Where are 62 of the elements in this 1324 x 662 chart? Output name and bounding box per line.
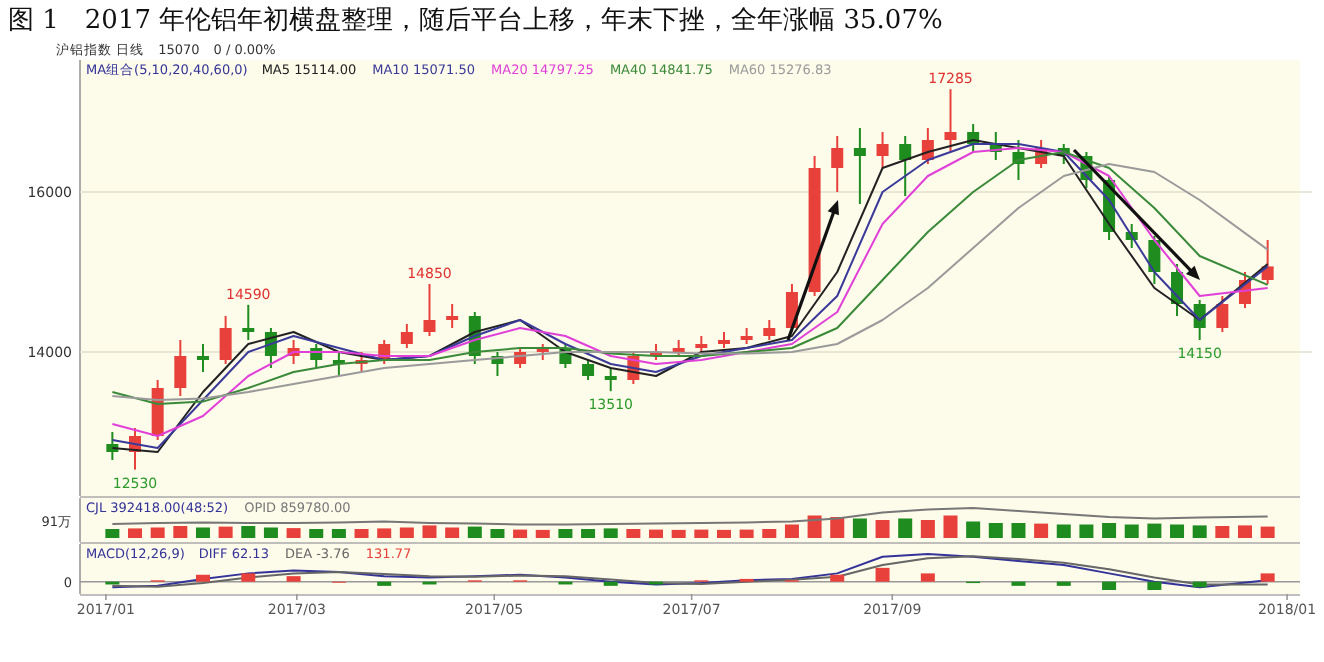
bar	[875, 520, 890, 538]
bar	[558, 529, 573, 538]
bar	[920, 573, 935, 582]
bar	[739, 529, 754, 538]
bar	[1011, 523, 1026, 538]
bar	[875, 567, 890, 582]
bar	[830, 517, 845, 538]
bar	[241, 573, 256, 582]
bar	[1192, 525, 1207, 538]
bar	[762, 529, 777, 538]
bar	[966, 521, 981, 538]
bar	[150, 527, 165, 538]
bar	[581, 529, 596, 538]
bar	[1237, 525, 1252, 538]
bar	[898, 518, 913, 538]
bar	[1260, 573, 1275, 582]
bar	[195, 574, 210, 582]
bar	[513, 529, 528, 538]
bar	[1170, 524, 1185, 538]
bar	[535, 529, 550, 538]
bar	[603, 528, 618, 538]
bar	[626, 529, 641, 538]
bar	[490, 529, 505, 538]
bar	[1079, 524, 1094, 538]
bar	[422, 525, 437, 538]
bar	[1102, 523, 1117, 538]
bar	[1147, 581, 1162, 590]
bar	[467, 526, 482, 538]
bar	[852, 518, 867, 538]
bar	[1260, 526, 1275, 538]
bar	[399, 527, 414, 538]
bar	[1147, 523, 1162, 538]
bar	[649, 529, 664, 538]
bar	[1034, 523, 1049, 538]
bar	[1124, 524, 1139, 538]
bar	[105, 529, 120, 538]
bar	[309, 529, 324, 538]
bar	[920, 520, 935, 538]
bar	[263, 527, 278, 538]
chart-title: 图 1 2017 年伦铝年初横盘整理，随后平台上移，年末下挫，全年涨幅 35.07%	[8, 6, 943, 36]
bar	[1102, 581, 1117, 590]
bar	[354, 529, 369, 538]
bar	[694, 529, 709, 538]
bar	[195, 527, 210, 538]
bar	[241, 526, 256, 538]
bar	[716, 529, 731, 538]
bar	[286, 576, 301, 582]
bar	[988, 523, 1003, 538]
bar	[377, 528, 392, 538]
bar	[173, 526, 188, 538]
bar	[1056, 524, 1071, 538]
bar	[286, 528, 301, 538]
bar	[830, 574, 845, 582]
bar	[1215, 526, 1230, 538]
bar	[445, 527, 460, 538]
bar	[218, 526, 233, 538]
bar	[1192, 581, 1207, 588]
bar	[671, 529, 686, 538]
bar	[128, 528, 143, 538]
bar	[784, 524, 799, 538]
bar	[331, 529, 346, 538]
bar	[943, 515, 958, 538]
